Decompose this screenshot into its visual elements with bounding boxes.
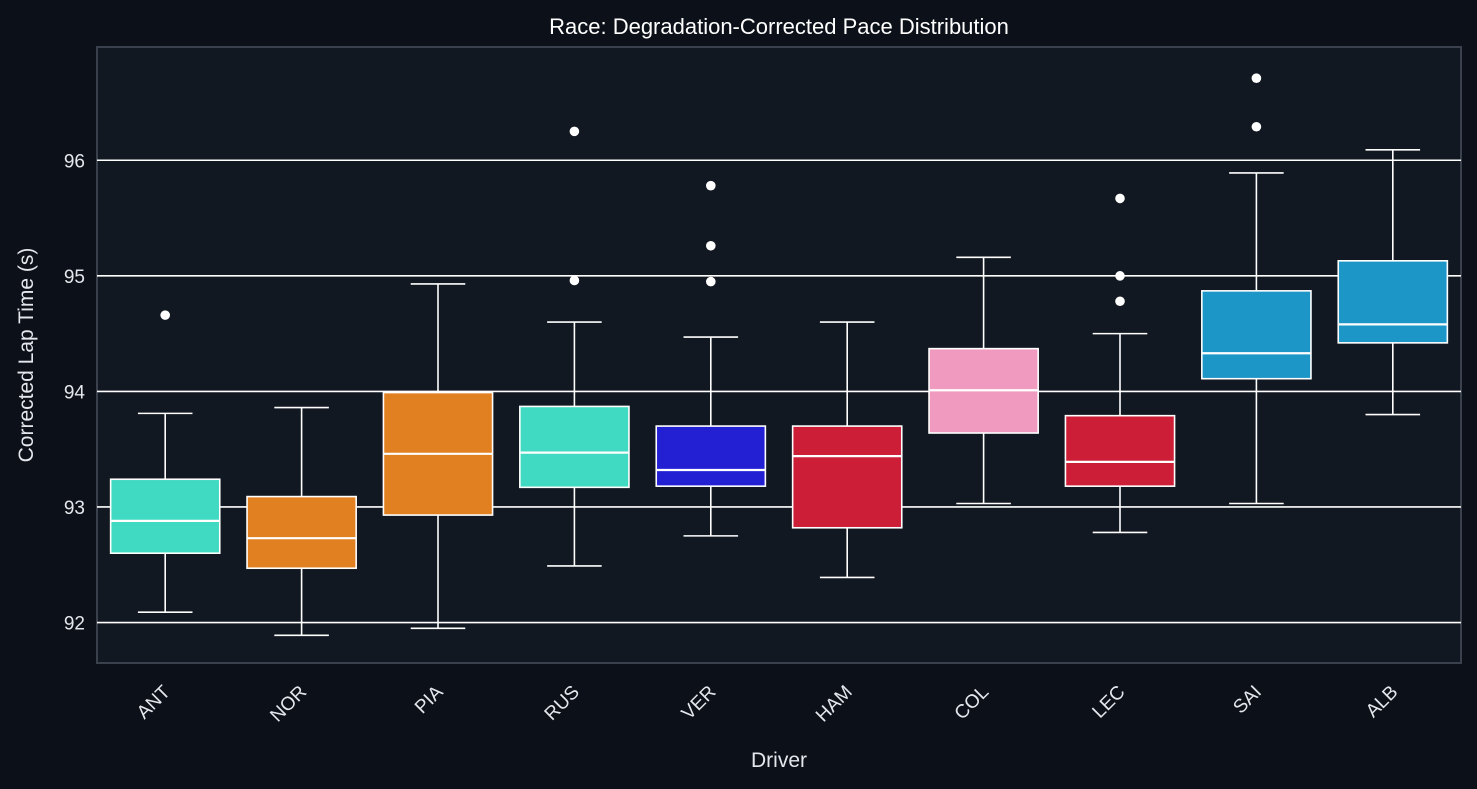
box-pia <box>382 283 494 630</box>
y-tick-label: 92 <box>64 614 85 635</box>
y-tick-labels: 92 93 94 95 96 <box>64 151 86 634</box>
outlier-point <box>569 275 580 286</box>
x-tick-label: NOR <box>266 682 311 727</box>
x-tick-label: LEC <box>1089 682 1130 723</box>
outlier-point <box>160 310 170 320</box>
outlier-point <box>1251 73 1262 84</box>
outlier-point <box>1115 271 1125 281</box>
box-sai <box>1201 73 1312 505</box>
y-tick-label: 96 <box>64 151 85 172</box>
iqr-box <box>246 495 357 570</box>
x-tick-label: HAM <box>812 682 857 727</box>
box-rus <box>519 126 630 567</box>
box-lec <box>1064 193 1176 534</box>
y-tick-label: 95 <box>64 267 85 288</box>
x-tick-label: SAI <box>1229 682 1266 719</box>
x-tick-label: PIA <box>411 681 448 718</box>
outlier-point <box>1251 121 1262 132</box>
box-nor <box>246 406 357 637</box>
x-axis-label: Driver <box>751 749 807 772</box>
iqr-box <box>1337 260 1449 344</box>
iqr-box <box>519 405 630 489</box>
outlier-point <box>706 180 716 191</box>
x-tick-label: VER <box>678 682 720 724</box>
box-col <box>928 256 1039 505</box>
box-alb <box>1337 149 1449 416</box>
y-tick-label: 93 <box>64 498 85 519</box>
iqr-box <box>1064 414 1176 487</box>
y-axis-label: Corrected Lap Time (s) <box>15 248 38 463</box>
outlier-point <box>1115 193 1125 204</box>
x-tick-label: COL <box>951 682 993 724</box>
outlier-point <box>1115 296 1125 307</box>
outlier-point <box>706 276 716 287</box>
iqr-box <box>655 425 767 487</box>
box-ant <box>109 310 221 613</box>
x-tick-labels: ANT NOR PIA RUS VER HAM COL LEC SAI ALB <box>133 681 1402 726</box>
iqr-box <box>1201 290 1312 380</box>
outlier-point <box>706 240 716 251</box>
iqr-box <box>109 478 221 555</box>
x-tick-label: ANT <box>133 681 175 723</box>
y-tick-label: 94 <box>64 382 86 403</box>
chart-title: Race: Degradation-Corrected Pace Distrib… <box>549 14 1009 39</box>
box-ham <box>791 321 903 579</box>
iqr-box <box>791 425 903 529</box>
x-tick-label: ALB <box>1362 682 1402 722</box>
x-tick-label: RUS <box>541 682 584 725</box>
box-ver <box>655 180 767 537</box>
boxes <box>109 73 1449 637</box>
outlier-point <box>569 126 580 137</box>
